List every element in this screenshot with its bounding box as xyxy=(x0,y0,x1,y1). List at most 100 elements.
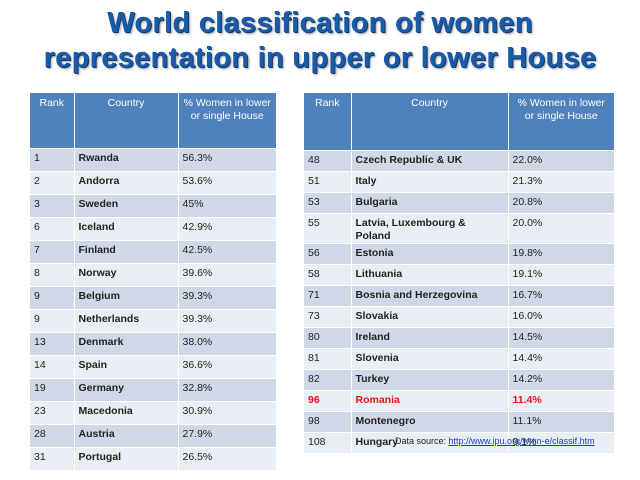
header-percent: % Women in lower or single House xyxy=(178,93,276,149)
country-cell: Rwanda xyxy=(74,148,179,172)
rank-cell: 14 xyxy=(30,355,75,379)
country-cell: Denmark xyxy=(74,332,179,356)
rank-cell: 9 xyxy=(30,309,75,333)
country-cell: Macedonia xyxy=(74,401,179,425)
country-cell: Finland xyxy=(74,240,179,264)
country-cell: Estonia xyxy=(351,243,509,265)
country-cell: Netherlands xyxy=(74,309,179,333)
table-row: 9 Netherlands 39.3% xyxy=(30,309,276,333)
table-header-row: Rank Country % Women in lower or single … xyxy=(30,93,276,149)
header-rank: Rank xyxy=(30,93,75,149)
table-row: 73 Slovakia 16.0% xyxy=(304,306,614,328)
title-line-1: World classification of women xyxy=(107,7,533,39)
rank-cell: 7 xyxy=(30,240,75,264)
rank-cell: 81 xyxy=(304,348,352,370)
rank-cell: 8 xyxy=(30,263,75,287)
page-title: World classification of women representa… xyxy=(0,6,640,76)
table-row: 53 Bulgaria 20.8% xyxy=(304,192,614,214)
header-rank: Rank xyxy=(304,93,352,151)
country-cell: Slovakia xyxy=(351,306,509,328)
percent-cell: 56.3% xyxy=(178,148,276,172)
country-cell: Romania xyxy=(351,390,509,412)
country-cell: Norway xyxy=(74,263,179,287)
percent-cell: 19.8% xyxy=(508,243,614,265)
table-row: 2 Andorra 53.6% xyxy=(30,171,276,195)
percent-cell: 26.5% xyxy=(178,447,276,470)
table-row: 6 Iceland 42.9% xyxy=(30,217,276,241)
country-cell: Turkey xyxy=(351,369,509,391)
percent-cell: 20.8% xyxy=(508,192,614,214)
percent-cell: 14.5% xyxy=(508,327,614,349)
rank-cell: 51 xyxy=(304,171,352,193)
rank-cell: 98 xyxy=(304,411,352,433)
country-cell: Czech Republic & UK xyxy=(351,150,509,172)
percent-cell: 45% xyxy=(178,194,276,218)
rank-cell: 23 xyxy=(30,401,75,425)
percent-cell: 20.0% xyxy=(508,213,614,244)
table-row: 108 Hungary 9.1% xyxy=(304,432,614,453)
country-cell: Austria xyxy=(74,424,179,448)
country-cell: Iceland xyxy=(74,217,179,241)
table-row: 14 Spain 36.6% xyxy=(30,355,276,379)
rank-cell: 58 xyxy=(304,264,352,286)
percent-cell: 38.0% xyxy=(178,332,276,356)
country-cell: Latvia, Luxembourg & Poland xyxy=(351,213,509,244)
table-row: 82 Turkey 14.2% xyxy=(304,369,614,391)
percent-cell: 11.1% xyxy=(508,411,614,433)
percent-cell: 32.8% xyxy=(178,378,276,402)
percent-cell: 42.5% xyxy=(178,240,276,264)
table-row: 81 Slovenia 14.4% xyxy=(304,348,614,370)
table-row: 55 Latvia, Luxembourg & Poland 20.0% xyxy=(304,213,614,244)
country-cell: Spain xyxy=(74,355,179,379)
rank-cell: 53 xyxy=(304,192,352,214)
table-row: 3 Sweden 45% xyxy=(30,194,276,218)
percent-cell: 39.3% xyxy=(178,309,276,333)
rank-cell: 28 xyxy=(30,424,75,448)
data-source-link[interactable]: http://www.ipu.org/wmn-e/classif.htm xyxy=(448,436,595,446)
country-cell: Slovenia xyxy=(351,348,509,370)
country-cell: Montenegro xyxy=(351,411,509,433)
rank-cell: 73 xyxy=(304,306,352,328)
country-cell: Bosnia and Herzegovina xyxy=(351,285,509,307)
rank-cell: 9 xyxy=(30,286,75,310)
country-cell: Hungary xyxy=(351,432,509,453)
rank-cell: 2 xyxy=(30,171,75,195)
percent-cell: 42.9% xyxy=(178,217,276,241)
country-cell: Germany xyxy=(74,378,179,402)
country-cell: Belgium xyxy=(74,286,179,310)
percent-cell: 14.2% xyxy=(508,369,614,391)
rank-cell: 82 xyxy=(304,369,352,391)
percent-cell: 14.4% xyxy=(508,348,614,370)
header-percent: % Women in lower or single House xyxy=(508,93,614,151)
rank-cell: 19 xyxy=(30,378,75,402)
percent-cell: 53.6% xyxy=(178,171,276,195)
table-row: 13 Denmark 38.0% xyxy=(30,332,276,356)
percent-cell: 16.7% xyxy=(508,285,614,307)
table-row: 56 Estonia 19.8% xyxy=(304,243,614,265)
percent-cell: 21.3% xyxy=(508,171,614,193)
country-cell: Italy xyxy=(351,171,509,193)
percent-cell: 27.9% xyxy=(178,424,276,448)
rank-cell: 13 xyxy=(30,332,75,356)
rank-cell: 1 xyxy=(30,148,75,172)
data-source: Data source: http://www.ipu.org/wmn-e/cl… xyxy=(395,436,595,446)
country-cell: Bulgaria xyxy=(351,192,509,214)
title-line-2: representation in upper or lower House xyxy=(43,42,597,74)
table-row: 96 Romania 11.4% xyxy=(304,390,614,412)
percent-cell: 39.6% xyxy=(178,263,276,287)
rank-cell: 108 xyxy=(304,432,352,453)
percent-cell: 11.4% xyxy=(508,390,614,412)
table-row: 71 Bosnia and Herzegovina 16.7% xyxy=(304,285,614,307)
table-row: 23 Macedonia 30.9% xyxy=(30,401,276,425)
percent-cell: 30.9% xyxy=(178,401,276,425)
data-source-label: Data source: xyxy=(395,436,449,446)
ranking-table-left: Rank Country % Women in lower or single … xyxy=(30,93,276,470)
country-cell: Portugal xyxy=(74,447,179,470)
percent-cell: 9.1% xyxy=(508,432,614,453)
table-row: 19 Germany 32.8% xyxy=(30,378,276,402)
ranking-table-right: Rank Country % Women in lower or single … xyxy=(304,93,614,453)
table-row: 80 Ireland 14.5% xyxy=(304,327,614,349)
table-header-row: Rank Country % Women in lower or single … xyxy=(304,93,614,151)
rank-cell: 48 xyxy=(304,150,352,172)
rank-cell: 6 xyxy=(30,217,75,241)
